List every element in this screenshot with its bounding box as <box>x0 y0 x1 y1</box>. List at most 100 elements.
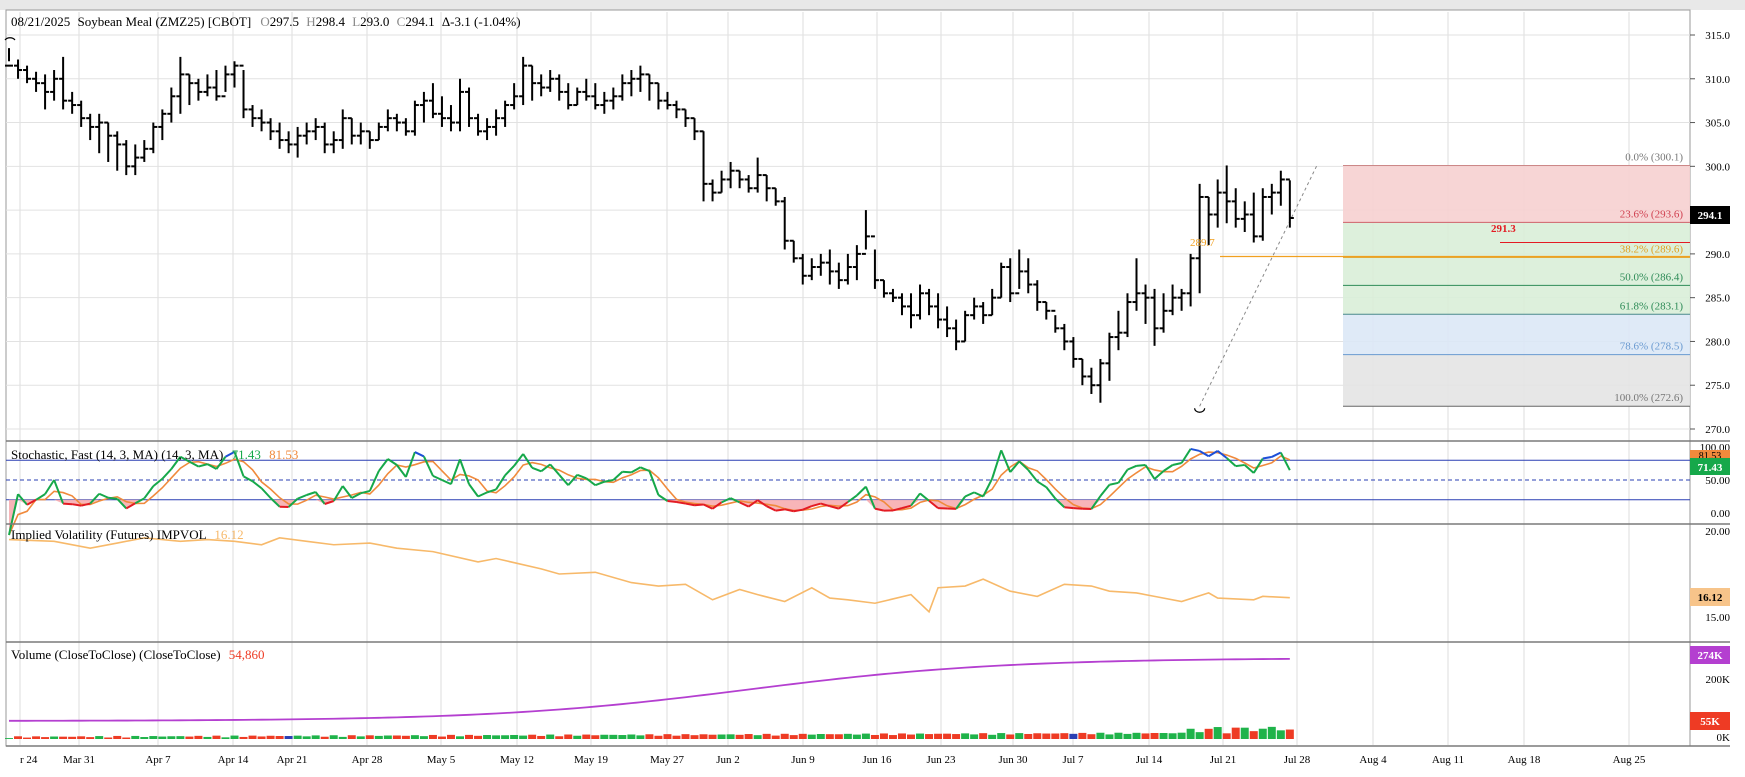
volume-bar <box>1177 732 1186 739</box>
iv-title-text: Implied Volatility (Futures) IMPVOL <box>11 527 207 542</box>
stoch-k-segment <box>1099 484 1111 497</box>
stoch-k-segment <box>63 502 73 506</box>
stoch-k-segment <box>856 485 867 497</box>
fib-band <box>1343 165 1690 223</box>
volume-bar <box>1240 727 1249 739</box>
volume-bar <box>131 735 140 739</box>
stoch-k-segment <box>387 458 398 466</box>
vol-ma-box <box>1690 646 1730 664</box>
stoch-k-segment <box>667 500 677 503</box>
volume-bar <box>618 735 627 739</box>
price-bar <box>176 56 185 114</box>
price-bar <box>383 109 392 132</box>
stoch-k-segment <box>784 508 794 513</box>
price-bar <box>825 249 834 285</box>
volume-bar <box>771 735 780 739</box>
fib-level-label: 61.8% (283.1) <box>1620 300 1684 312</box>
price-bar <box>762 174 771 202</box>
price-bar <box>771 187 780 206</box>
stoch-k-segment <box>1279 452 1291 471</box>
stoch-k-segment <box>332 485 344 502</box>
stoch-title-text: Stochastic, Fast (14, 3, MA) (14, 3, MA) <box>11 447 223 462</box>
price-bar <box>510 83 519 110</box>
volume-bar <box>979 733 988 739</box>
volume-bar <box>663 734 672 739</box>
volume-bar <box>591 735 600 739</box>
stoch-tick-label: 0.00 <box>1711 508 1731 520</box>
price-bar <box>284 131 293 154</box>
fib-diagonal <box>1199 165 1318 407</box>
volume-bar <box>988 734 997 739</box>
price-bar <box>1186 253 1195 307</box>
support-label: 291.3 <box>1491 223 1516 235</box>
price-bar <box>23 65 32 84</box>
price-bar <box>690 117 699 141</box>
price-bar <box>573 87 582 107</box>
price-bar <box>122 140 131 176</box>
swing-high-mark <box>4 37 16 41</box>
stoch-k-segment <box>477 491 488 498</box>
volume-bar <box>1006 734 1015 739</box>
volume-bar <box>212 735 221 739</box>
stoch-k-segment <box>161 468 173 480</box>
date-tick-label: Jul 14 <box>1136 754 1163 766</box>
stoch-k-segment <box>1244 464 1255 474</box>
volume-bar <box>32 736 41 739</box>
volume-bar <box>446 734 455 739</box>
iv-box <box>1690 588 1730 606</box>
header-line: 08/21/2025 Soybean Meal (ZMZ25) [CBOT] O… <box>11 14 521 29</box>
volume-bar <box>365 735 374 739</box>
volume-bar <box>510 734 519 739</box>
stoch-k-segment <box>1045 486 1057 500</box>
volume-bar <box>158 736 167 739</box>
volume-bar <box>320 736 329 739</box>
volume-bar <box>492 735 501 739</box>
price-bar <box>365 130 374 149</box>
iv-line <box>8 537 1290 614</box>
volume-bar <box>1222 733 1231 739</box>
price-bar <box>852 245 861 281</box>
volume-bar <box>907 734 915 739</box>
volume-bar <box>807 734 816 739</box>
volume-bar <box>780 733 789 739</box>
stoch-k-segment <box>423 456 434 477</box>
volume-bar <box>401 735 410 739</box>
volume-bar <box>654 735 663 739</box>
change-value: Δ-3.1 (-1.04%) <box>442 14 521 29</box>
date-tick-label: Apr 7 <box>145 754 171 766</box>
stoch-k-segment <box>622 470 632 474</box>
stoch-k-segment <box>351 492 362 499</box>
date-tick-label: Jul 7 <box>1062 754 1084 766</box>
stoch-k-segment <box>973 491 984 498</box>
price-bar <box>699 130 708 202</box>
volume-bar <box>410 735 419 739</box>
stoch-k-segment <box>170 456 182 470</box>
stoch-k-segment <box>558 474 569 486</box>
price-bar <box>1060 323 1069 351</box>
volume-bar <box>528 734 537 739</box>
stoch-k-segment <box>98 492 109 499</box>
volume-bar <box>934 733 943 739</box>
stoch-k-segment <box>1018 460 1029 471</box>
stoch-k-segment <box>495 474 506 490</box>
stoch-k-segment <box>739 501 750 508</box>
price-bar <box>1240 201 1249 232</box>
volume-bar <box>897 733 906 739</box>
price-bar <box>1258 188 1267 241</box>
volume-bar <box>726 734 735 739</box>
price-bar <box>492 109 501 136</box>
stoch-k-segment <box>1073 507 1083 510</box>
fibonacci-retracement[interactable]: 0.0% (300.1) 23.6% (293.6) 38.2% (289.6) 50… <box>1199 151 1690 407</box>
price-bar <box>735 169 744 189</box>
volume-bar <box>140 737 149 739</box>
price-bar <box>68 91 77 114</box>
price-bar <box>988 288 997 317</box>
volume-bar <box>59 736 68 739</box>
stoch-k-segment <box>576 473 587 480</box>
price-bar <box>1267 183 1276 215</box>
date-tick-label: Jun 16 <box>862 754 892 766</box>
price-bar <box>266 118 275 141</box>
volume-bar <box>77 736 86 739</box>
volume-bar <box>419 736 428 739</box>
